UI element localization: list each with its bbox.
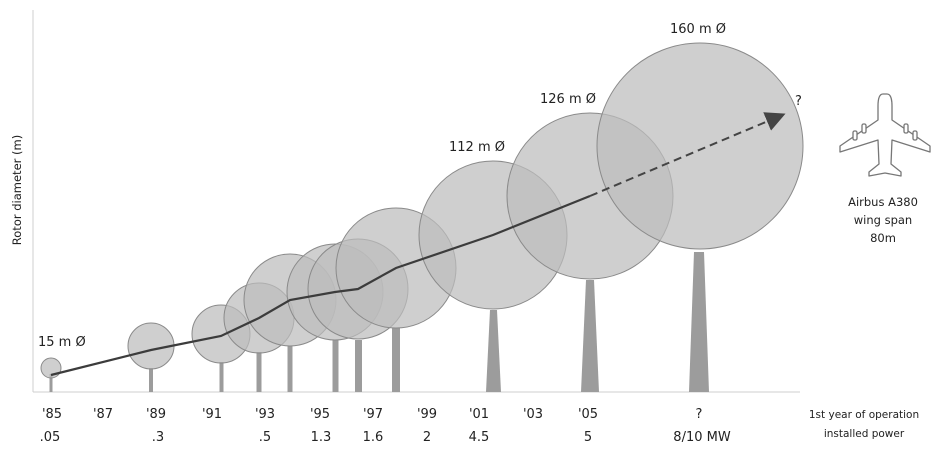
towers <box>49 252 709 392</box>
rotor-label-160: 160 m Ø <box>670 22 726 37</box>
year-label: ? <box>696 407 703 422</box>
power-label: 5 <box>584 430 592 445</box>
tower-91 <box>219 362 224 392</box>
power-label: 2 <box>423 430 431 445</box>
year-label: '03 <box>523 407 543 422</box>
year-label: '93 <box>255 407 275 422</box>
airplane-caption-line-2: wing span <box>854 213 912 227</box>
year-label: '87 <box>93 407 113 422</box>
year-row: '85 '87 '89 '91 '93 '95 '97 '99 '01 '03 … <box>42 407 703 422</box>
year-label: '91 <box>202 407 222 422</box>
power-label: .5 <box>259 430 271 445</box>
projection-arrow <box>589 112 786 197</box>
tower-98 <box>392 328 400 392</box>
airplane-icon <box>839 93 931 177</box>
airplane-caption-line-1: Airbus A380 <box>848 195 918 209</box>
power-label: 4.5 <box>469 430 490 445</box>
year-label: '95 <box>310 407 330 422</box>
airplane-caption-line-3: 80m <box>870 231 896 245</box>
tower-95 <box>332 340 339 392</box>
tower-92 <box>256 352 262 392</box>
power-label: .05 <box>40 430 61 445</box>
tower-85 <box>49 374 53 392</box>
power-label: 1.3 <box>311 430 332 445</box>
year-label: '05 <box>578 407 598 422</box>
row-label-power: installed power <box>824 428 905 440</box>
power-label: 1.6 <box>363 430 384 445</box>
tower-05 <box>581 280 599 392</box>
y-axis-label: Rotor diameter (m) <box>10 135 24 245</box>
tower-future <box>689 252 709 392</box>
tower-89 <box>149 368 153 392</box>
power-row: .05 .3 .5 1.3 1.6 2 4.5 5 8/10 MW <box>40 430 731 445</box>
year-label: '99 <box>417 407 437 422</box>
tower-96 <box>355 340 362 392</box>
year-label: '89 <box>146 407 166 422</box>
tower-93 <box>287 346 293 392</box>
power-label: .3 <box>152 430 164 445</box>
rotors <box>40 42 804 379</box>
year-label: '01 <box>469 407 489 422</box>
rotor-future <box>596 42 804 250</box>
rotor-label-15: 15 m Ø <box>38 335 86 350</box>
year-label: '85 <box>42 407 62 422</box>
tower-01 <box>486 310 501 392</box>
future-question-mark: ? <box>795 94 802 109</box>
power-label: 8/10 MW <box>673 430 731 445</box>
trend-line <box>50 194 591 377</box>
year-label: '97 <box>363 407 383 422</box>
rotor-label-126: 126 m Ø <box>540 92 596 107</box>
rotor-label-112: 112 m Ø <box>449 140 505 155</box>
row-label-year: 1st year of operation <box>809 409 919 421</box>
